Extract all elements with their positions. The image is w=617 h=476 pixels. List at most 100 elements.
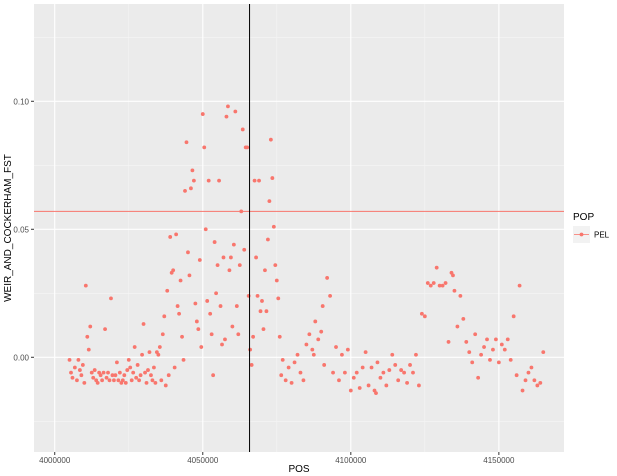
data-point	[138, 373, 143, 378]
data-point	[132, 345, 137, 349]
data-point	[342, 370, 347, 375]
data-point	[165, 288, 170, 293]
data-point	[218, 304, 223, 308]
data-point	[286, 365, 291, 370]
data-point	[279, 373, 284, 378]
data-point	[233, 109, 238, 114]
data-point	[159, 378, 164, 383]
data-point	[322, 363, 327, 367]
data-point	[520, 388, 525, 393]
data-point	[147, 350, 152, 355]
data-point	[277, 334, 282, 339]
data-point	[369, 365, 374, 370]
data-point	[206, 178, 211, 183]
data-point	[295, 352, 300, 357]
data-point	[240, 127, 245, 132]
data-point	[440, 283, 445, 288]
data-point	[184, 140, 189, 145]
data-point	[476, 375, 481, 380]
data-point	[508, 357, 513, 362]
data-point	[197, 258, 202, 262]
data-point	[258, 309, 263, 314]
data-point	[311, 352, 316, 357]
data-point	[92, 368, 97, 372]
x-tick-label: 4150000	[483, 456, 515, 465]
data-point	[529, 365, 534, 370]
data-point	[319, 329, 324, 334]
data-point	[113, 373, 118, 378]
data-point	[479, 352, 483, 357]
data-point	[160, 332, 165, 337]
x-tick-label: 4100000	[335, 456, 367, 465]
data-point	[393, 363, 398, 367]
data-point	[189, 186, 193, 191]
data-point	[254, 255, 258, 260]
data-point	[310, 347, 315, 352]
data-point	[363, 350, 368, 355]
data-point	[399, 368, 404, 372]
data-point	[354, 370, 359, 375]
data-point	[345, 347, 350, 352]
data-point	[280, 357, 285, 362]
grid-lines	[34, 4, 564, 452]
data-point	[384, 383, 389, 388]
data-point	[337, 378, 341, 383]
data-point	[351, 375, 356, 380]
plot-panel	[34, 4, 564, 452]
data-point	[434, 265, 439, 270]
data-point	[360, 365, 365, 370]
data-point	[482, 345, 486, 349]
x-axis-title: POS	[288, 464, 309, 475]
data-point	[437, 283, 442, 288]
data-point	[202, 145, 207, 150]
data-point	[260, 299, 264, 303]
data-point	[89, 370, 94, 375]
data-point	[126, 357, 131, 362]
data-point	[237, 263, 242, 268]
data-point	[134, 375, 139, 380]
data-point	[514, 373, 519, 378]
data-point	[82, 380, 87, 385]
data-point	[252, 178, 257, 183]
data-point	[268, 137, 273, 142]
data-point	[443, 281, 448, 285]
data-point	[224, 114, 229, 119]
data-point	[334, 345, 338, 349]
legend-label: PEL	[594, 231, 610, 240]
data-point	[228, 255, 233, 260]
data-point	[502, 347, 507, 352]
data-point	[175, 304, 180, 308]
data-point	[325, 276, 330, 280]
data-point	[357, 386, 362, 390]
data-point	[378, 375, 383, 380]
data-point	[91, 375, 96, 380]
data-point	[417, 383, 421, 388]
data-point	[177, 311, 181, 316]
data-point	[276, 296, 281, 301]
data-point	[200, 112, 205, 116]
y-tick-label: 0.05	[13, 225, 29, 234]
data-point	[263, 268, 267, 273]
data-point	[174, 232, 179, 237]
data-point	[491, 347, 495, 352]
data-point	[387, 368, 392, 372]
data-point	[88, 324, 93, 329]
data-point	[223, 337, 227, 342]
data-point	[461, 316, 466, 321]
data-point	[205, 299, 210, 303]
data-point	[83, 283, 88, 288]
data-point	[381, 370, 386, 375]
data-point	[499, 342, 504, 347]
data-points	[67, 104, 546, 396]
data-point	[220, 342, 224, 347]
data-point	[221, 255, 226, 260]
data-point	[470, 360, 475, 365]
data-point	[172, 365, 177, 370]
data-point	[535, 383, 540, 388]
data-point	[171, 268, 176, 273]
data-point	[107, 378, 112, 383]
data-point	[452, 288, 457, 293]
data-point	[156, 352, 161, 357]
data-point	[196, 327, 201, 332]
